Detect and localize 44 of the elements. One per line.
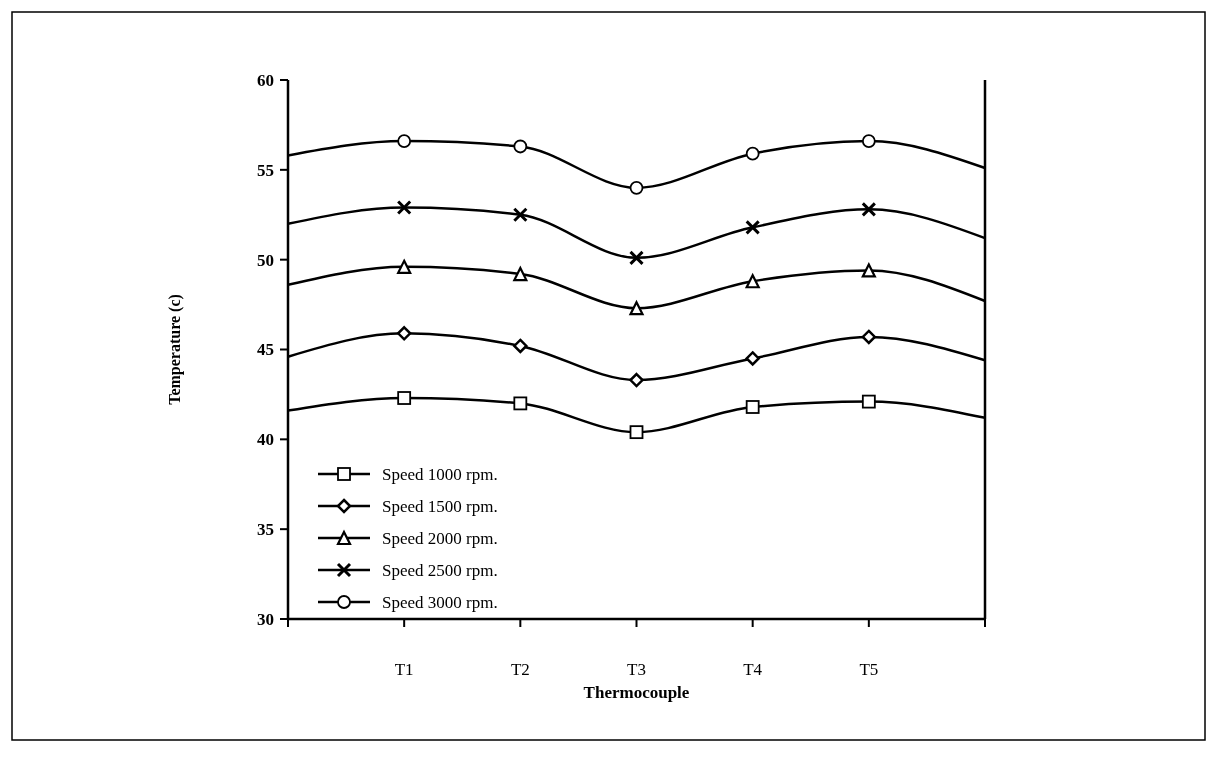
point xyxy=(513,338,528,354)
point xyxy=(629,250,644,266)
legend-label: Speed 2500 rpm. xyxy=(382,560,498,580)
point xyxy=(513,396,528,411)
point xyxy=(745,219,761,235)
point xyxy=(397,259,412,274)
point xyxy=(745,351,760,366)
point xyxy=(397,391,412,405)
y-tick-label: 60 xyxy=(257,70,274,90)
legend-label: Speed 2000 rpm. xyxy=(382,528,498,548)
point xyxy=(396,326,412,341)
point xyxy=(629,372,644,388)
y-axis-title: Temperature (c) xyxy=(166,294,184,405)
point xyxy=(397,134,412,148)
x-tick-label: T4 xyxy=(743,660,763,679)
point xyxy=(861,134,876,148)
point xyxy=(861,263,876,278)
x-tick-label: T1 xyxy=(394,660,414,679)
point xyxy=(629,180,644,195)
point xyxy=(745,146,760,161)
point xyxy=(396,200,412,216)
point xyxy=(745,400,760,414)
point xyxy=(629,301,644,316)
point xyxy=(629,425,644,440)
y-tick-label: 35 xyxy=(257,520,274,540)
x-axis-title: Thermocouple xyxy=(583,683,690,702)
point xyxy=(861,329,877,345)
point xyxy=(861,394,876,409)
y-tick-label: 45 xyxy=(257,340,274,360)
point xyxy=(513,139,528,154)
y-tick-label: 50 xyxy=(257,250,274,270)
x-tick-label: T2 xyxy=(510,660,530,679)
legend-label: Speed 3000 rpm. xyxy=(382,592,498,612)
legend-label: Speed 1000 rpm. xyxy=(382,464,498,484)
point xyxy=(512,207,528,223)
y-tick-label: 55 xyxy=(257,160,274,180)
x-tick-label: T5 xyxy=(859,660,879,679)
y-tick-label: 40 xyxy=(257,430,274,450)
x-tick-label: T3 xyxy=(627,660,646,679)
point xyxy=(513,266,528,282)
point xyxy=(861,201,877,217)
point xyxy=(745,274,760,289)
y-tick-label: 30 xyxy=(257,609,274,629)
legend-label: Speed 1500 rpm. xyxy=(382,496,498,516)
